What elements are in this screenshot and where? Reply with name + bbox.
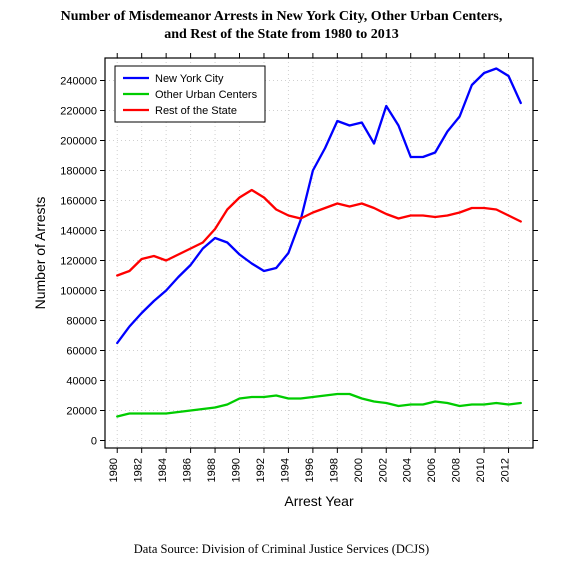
svg-text:240000: 240000	[60, 76, 97, 88]
svg-text:200000: 200000	[60, 136, 97, 148]
svg-text:2002: 2002	[377, 458, 389, 482]
svg-text:60000: 60000	[66, 346, 97, 358]
title-line-1: Number of Misdemeanor Arrests in New Yor…	[61, 9, 503, 24]
svg-text:1980: 1980	[108, 458, 120, 482]
chart-area: 0 20000 40000 60000 80000 100000 120000 140000 1…	[0, 48, 563, 538]
svg-text:1984: 1984	[157, 458, 169, 482]
svg-text:Number of Arrests: Number of Arrests	[32, 197, 48, 310]
svg-text:Arrest Year: Arrest Year	[284, 493, 354, 509]
svg-text:2010: 2010	[475, 458, 487, 482]
svg-text:1998: 1998	[328, 458, 340, 482]
svg-text:20000: 20000	[66, 406, 97, 418]
svg-text:1994: 1994	[279, 458, 291, 482]
title-line-2: and Rest of the State from 1980 to 2013	[164, 27, 399, 42]
figure-container: Number of Misdemeanor Arrests in New Yor…	[0, 0, 563, 570]
svg-text:1990: 1990	[231, 458, 243, 482]
chart-svg: 0 20000 40000 60000 80000 100000 120000 140000 1…	[0, 48, 563, 528]
svg-text:2008: 2008	[451, 458, 463, 482]
legend-label: Rest of the State	[155, 105, 237, 117]
svg-text:2004: 2004	[402, 458, 414, 482]
svg-text:1986: 1986	[182, 458, 194, 482]
svg-text:1982: 1982	[133, 458, 145, 482]
svg-text:2006: 2006	[426, 458, 438, 482]
svg-text:100000: 100000	[60, 286, 97, 298]
svg-text:40000: 40000	[66, 376, 97, 388]
legend-label: Other Urban Centers	[155, 89, 258, 101]
svg-text:1992: 1992	[255, 458, 267, 482]
legend-label: New York City	[155, 73, 224, 85]
svg-text:2012: 2012	[500, 458, 512, 482]
svg-text:160000: 160000	[60, 196, 97, 208]
svg-text:120000: 120000	[60, 256, 97, 268]
svg-text:1996: 1996	[304, 458, 316, 482]
svg-text:180000: 180000	[60, 166, 97, 178]
data-source: Data Source: Division of Criminal Justic…	[0, 538, 563, 557]
svg-text:220000: 220000	[60, 106, 97, 118]
svg-text:140000: 140000	[60, 226, 97, 238]
chart-title: Number of Misdemeanor Arrests in New Yor…	[0, 0, 563, 48]
svg-text:1988: 1988	[206, 458, 218, 482]
svg-text:80000: 80000	[66, 316, 97, 328]
svg-text:2000: 2000	[353, 458, 365, 482]
svg-text:0: 0	[91, 436, 97, 448]
